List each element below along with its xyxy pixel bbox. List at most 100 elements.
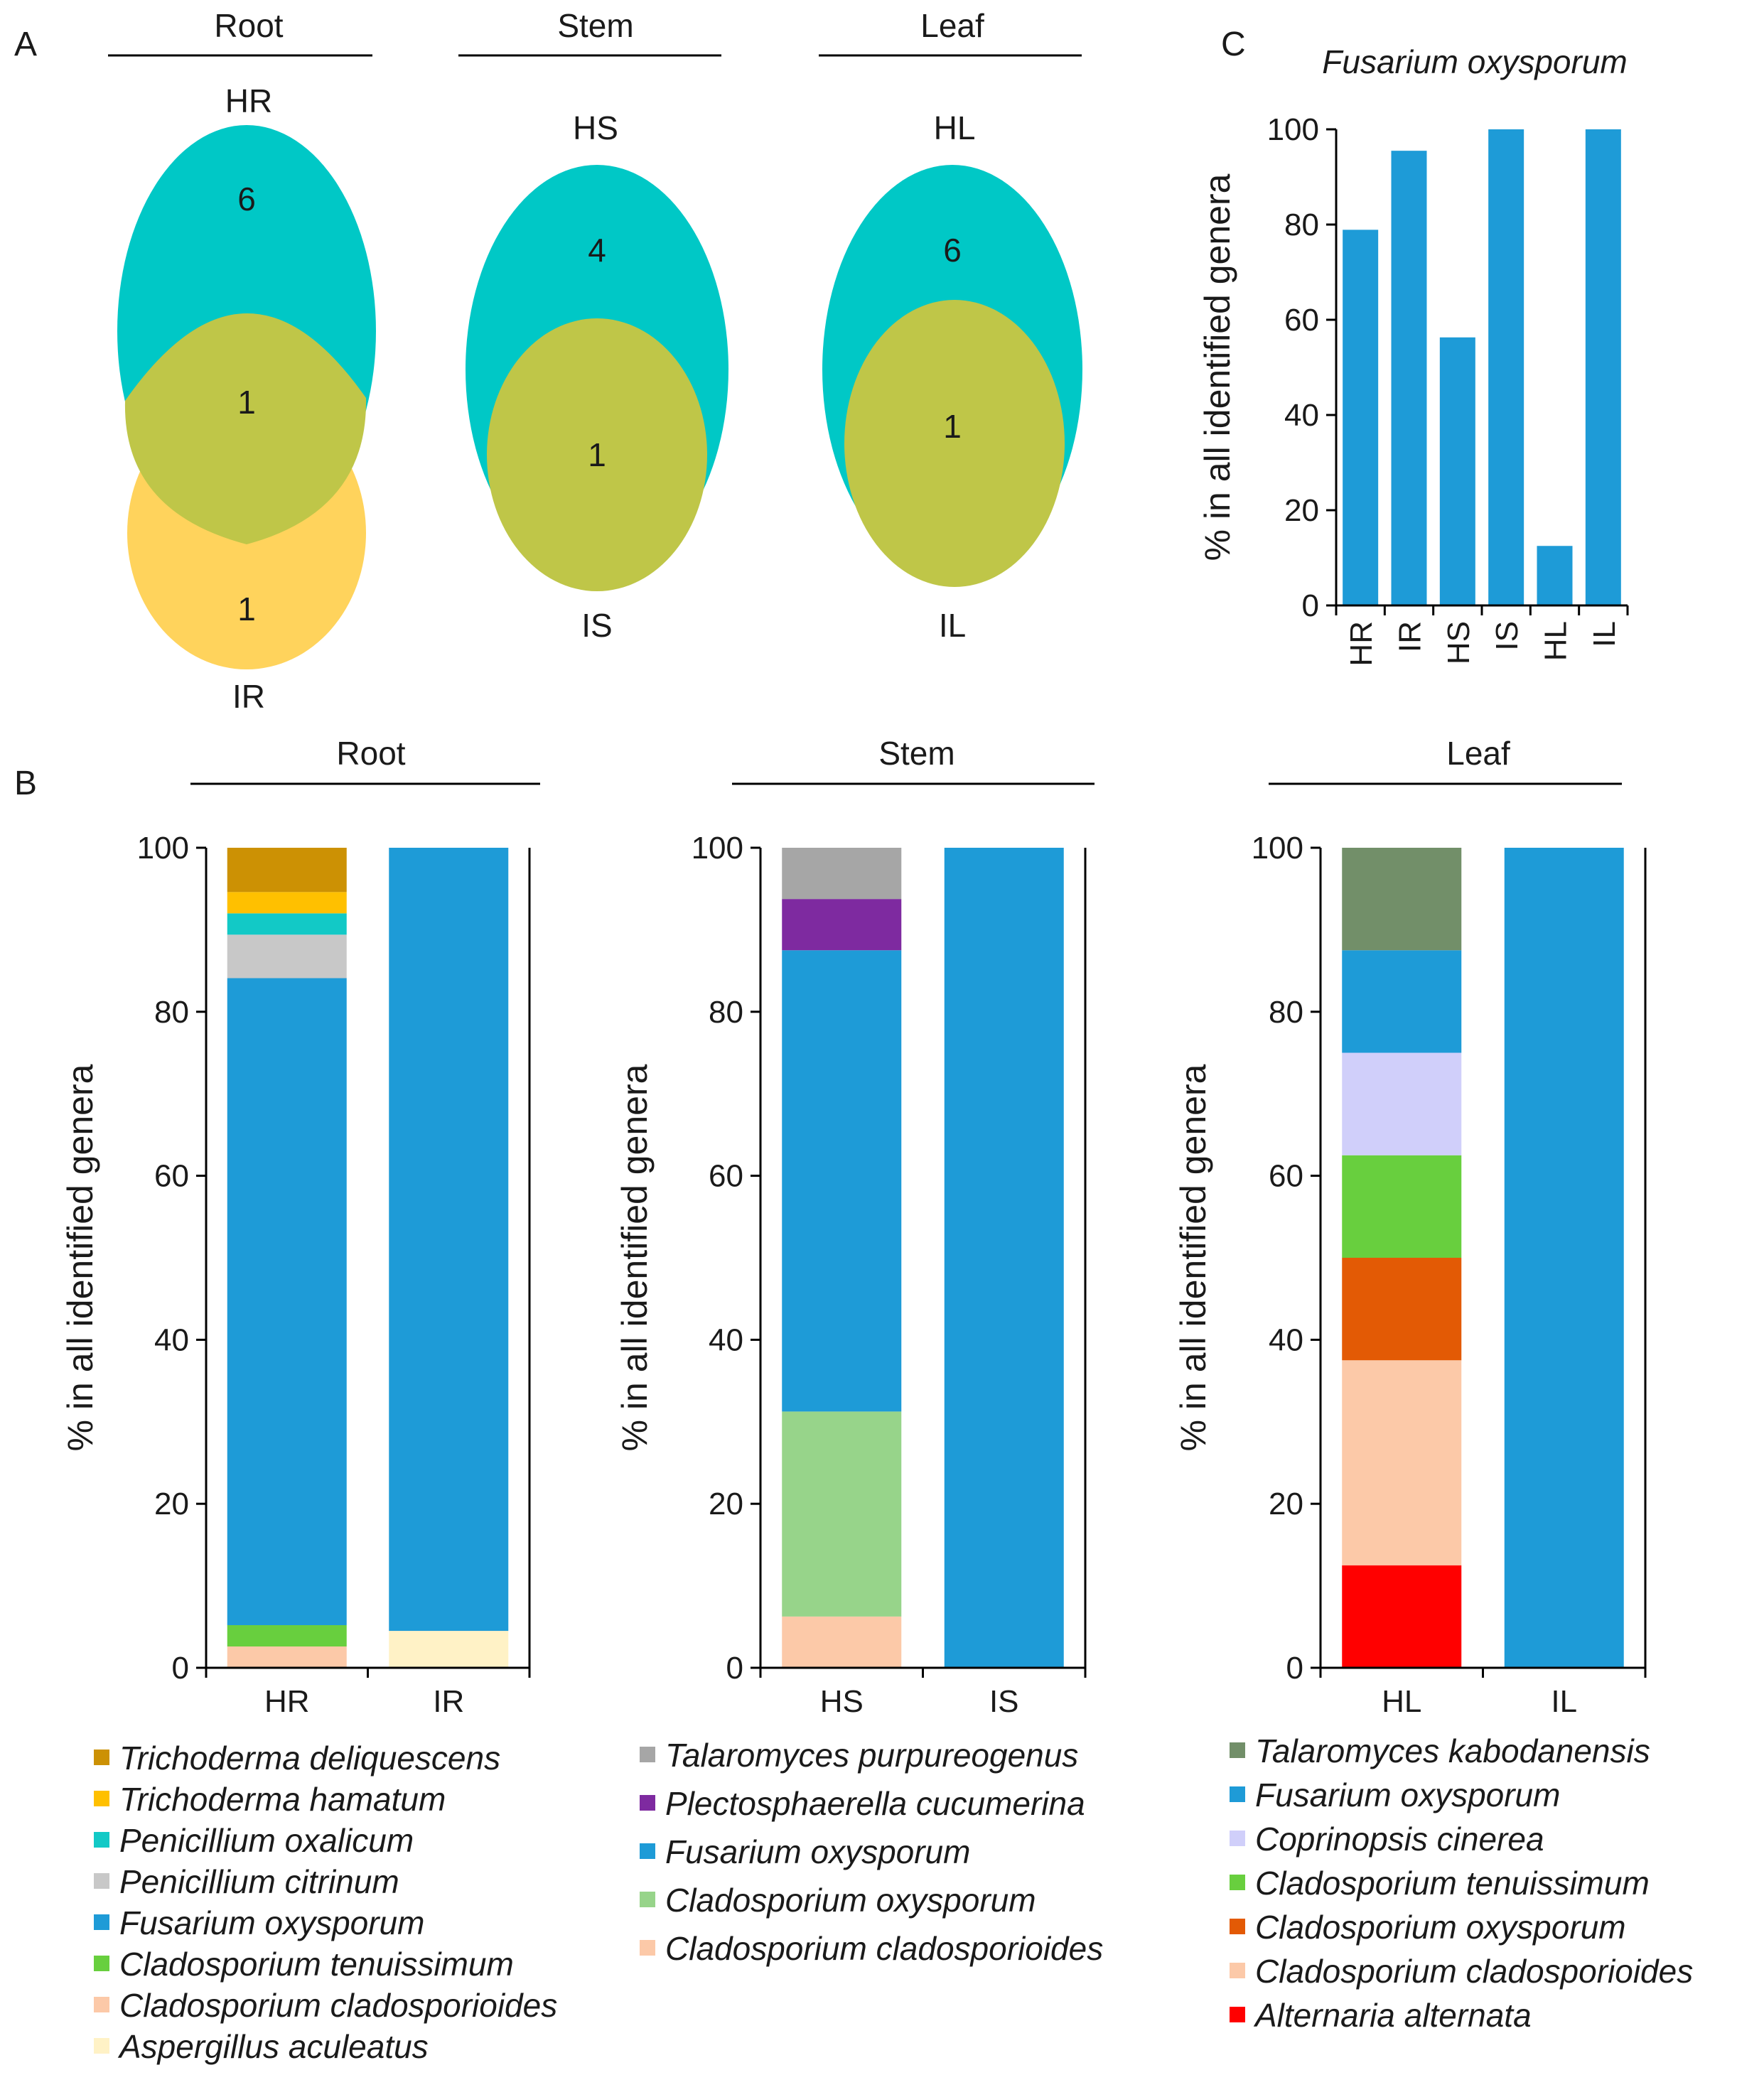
b-stem-legend-label: Cladosporium cladosporioides	[665, 1930, 1103, 1967]
c-bar-il	[1585, 129, 1621, 605]
b-root-legend-swatch	[94, 1750, 109, 1765]
b-root-legend-swatch	[94, 1832, 109, 1848]
chart-fusarium-oxysporum: Fusarium oxysporum % in all identified ge…	[1198, 43, 1629, 667]
b-root-legend-item-fusarium-oxysporum: Fusarium oxysporum	[94, 1904, 424, 1941]
b-leaf-legend-label: Cladosporium oxysporum	[1255, 1909, 1626, 1946]
venn-stem: Stem HS 4 1 IS	[458, 7, 728, 644]
b-root-y-tick-80: 80	[154, 995, 189, 1030]
venn-root-title: Root	[214, 7, 283, 44]
b-stem-y-tick-20: 20	[709, 1487, 743, 1521]
b-stem-y-tick-100: 100	[692, 831, 743, 866]
b-stem-y-axis-label: % in all identified genera	[615, 1064, 655, 1451]
b-stem-y-tick-40: 40	[709, 1322, 743, 1357]
b-leaf-legend-item-cladosporium-cladosporioides: Cladosporium cladosporioides	[1230, 1953, 1693, 1990]
c-y-tick-100: 100	[1267, 112, 1319, 147]
b-root-legend-label: Fusarium oxysporum	[119, 1904, 424, 1941]
b-leaf-legend-swatch	[1230, 1875, 1245, 1890]
b-leaf-legend-item-cladosporium-tenuissimum: Cladosporium tenuissimum	[1230, 1865, 1650, 1902]
b-leaf-y-tick-100: 100	[1252, 831, 1303, 866]
b-leaf-bar-hl-talaromyces-kabodanensis	[1342, 848, 1462, 951]
b-stem-x-tick-is: IS	[989, 1684, 1019, 1719]
c-bar-hl	[1537, 546, 1573, 605]
b-leaf-legend-swatch	[1230, 1742, 1245, 1758]
b-root-bar-hr-fusarium-oxysporum	[227, 978, 347, 1625]
b-stem-y-tick-80: 80	[709, 995, 743, 1030]
b-leaf-legend-item-fusarium-oxysporum: Fusarium oxysporum	[1230, 1777, 1560, 1813]
panel-label-b: B	[14, 765, 37, 802]
c-x-tick-hl: HL	[1539, 621, 1574, 661]
b-leaf-legend-label: Alternaria alternata	[1253, 1997, 1532, 2034]
chart-stem: Stem % in all identified genera HS IS 0 20 40 6…	[615, 735, 1103, 1967]
b-root-legend-label: Trichoderma hamatum	[119, 1781, 446, 1818]
b-leaf-legend-label: Talaromyces kabodanensis	[1255, 1732, 1650, 1769]
c-bar-ir	[1391, 151, 1427, 605]
b-root-y-tick-40: 40	[154, 1322, 189, 1357]
b-leaf-legend-swatch	[1230, 2007, 1245, 2022]
b-root-legend-item-penicillium-citrinum: Penicillium citrinum	[94, 1863, 399, 1900]
b-root-bar-ir-aspergillus-aculeatus	[389, 1631, 509, 1668]
c-x-tick-ir: IR	[1393, 621, 1428, 652]
chart-leaf: Leaf % in all identified genera HL IL 0 20 40 6…	[1173, 735, 1693, 2034]
venn-stem-shared-count: 1	[588, 436, 606, 473]
b-root-y-tick-20: 20	[154, 1487, 189, 1521]
b-stem-legend-swatch	[640, 1843, 655, 1859]
b-leaf-bar-hl-coprinopsis-cinerea	[1342, 1052, 1462, 1155]
b-stem-legend-item-cladosporium-oxysporum: Cladosporium oxysporum	[640, 1882, 1036, 1919]
b-stem-bar-hs-plectosphaerella-cucumerina	[782, 899, 902, 951]
b-root-legend-label: Trichoderma deliquescens	[119, 1740, 500, 1777]
venn-stem-overlap	[487, 318, 707, 591]
b-stem-legend-swatch	[640, 1892, 655, 1907]
panel-label-c: C	[1221, 26, 1246, 63]
b-root-bar-hr-penicillium-citrinum	[227, 934, 347, 979]
venn-leaf-infected-label: IL	[939, 607, 966, 644]
c-title: Fusarium oxysporum	[1322, 43, 1627, 80]
b-root-title: Root	[336, 735, 405, 772]
b-leaf-x-tick-hl: HL	[1382, 1684, 1421, 1719]
b-leaf-title: Leaf	[1446, 735, 1510, 772]
b-leaf-legend-item-cladosporium-oxysporum: Cladosporium oxysporum	[1230, 1909, 1626, 1946]
b-root-legend-label: Cladosporium cladosporioides	[119, 1987, 557, 2024]
b-leaf-x-tick-il: IL	[1551, 1684, 1577, 1719]
b-leaf-legend-swatch	[1230, 1831, 1245, 1846]
panel-label-a: A	[14, 26, 37, 63]
b-leaf-legend-label: Cladosporium tenuissimum	[1255, 1865, 1650, 1902]
b-stem-legend-item-plectosphaerella-cucumerina: Plectosphaerella cucumerina	[640, 1785, 1085, 1822]
b-stem-legend-swatch	[640, 1795, 655, 1811]
b-leaf-bar-hl-alternaria-alternata	[1342, 1565, 1462, 1668]
b-root-x-tick-hr: HR	[264, 1684, 310, 1719]
b-leaf-bar-hl-fusarium-oxysporum	[1342, 950, 1462, 1053]
b-root-legend-item-aspergillus-aculeatus: Aspergillus aculeatus	[94, 2028, 429, 2065]
venn-root-shared-count: 1	[237, 384, 256, 421]
b-leaf-legend-item-alternaria-alternata: Alternaria alternata	[1230, 1997, 1532, 2034]
b-stem-bar-hs-cladosporium-oxysporum	[782, 1411, 902, 1617]
b-stem-bar-hs-cladosporium-cladosporioides	[782, 1616, 902, 1668]
c-bar-is	[1488, 129, 1524, 605]
c-y-tick-40: 40	[1284, 398, 1319, 433]
c-y-tick-20: 20	[1284, 493, 1319, 528]
c-x-tick-hs: HS	[1441, 621, 1476, 664]
b-stem-legend-item-cladosporium-cladosporioides: Cladosporium cladosporioides	[640, 1930, 1103, 1967]
b-leaf-legend-item-talaromyces-kabodanensis: Talaromyces kabodanensis	[1230, 1732, 1650, 1769]
b-leaf-y-axis-label: % in all identified genera	[1173, 1064, 1213, 1451]
b-leaf-y-tick-20: 20	[1269, 1487, 1303, 1521]
venn-root-healthy-only-count: 6	[237, 180, 256, 217]
b-leaf-legend-item-coprinopsis-cinerea: Coprinopsis cinerea	[1230, 1821, 1544, 1858]
venn-leaf-overlap	[844, 300, 1065, 587]
c-bar-hr	[1343, 230, 1379, 605]
c-x-tick-hr: HR	[1344, 621, 1379, 667]
b-leaf-legend-swatch	[1230, 1919, 1245, 1934]
b-root-legend-item-penicillium-oxalicum: Penicillium oxalicum	[94, 1822, 414, 1859]
b-root-legend-swatch	[94, 1956, 109, 1971]
b-root-bar-hr-penicillium-oxalicum	[227, 913, 347, 935]
b-root-legend-swatch	[94, 2038, 109, 2054]
b-root-bar-hr-trichoderma-hamatum	[227, 892, 347, 914]
b-stem-legend-label: Fusarium oxysporum	[665, 1833, 970, 1870]
b-root-legend-swatch	[94, 1997, 109, 2012]
c-y-tick-0: 0	[1302, 588, 1319, 623]
b-leaf-bar-hl-cladosporium-tenuissimum	[1342, 1155, 1462, 1258]
b-leaf-legend-swatch	[1230, 1963, 1245, 1978]
venn-stem-infected-label: IS	[581, 607, 612, 644]
b-leaf-legend-swatch	[1230, 1786, 1245, 1802]
b-stem-legend-label: Cladosporium oxysporum	[665, 1882, 1036, 1919]
b-stem-bar-hs-fusarium-oxysporum	[782, 950, 902, 1412]
